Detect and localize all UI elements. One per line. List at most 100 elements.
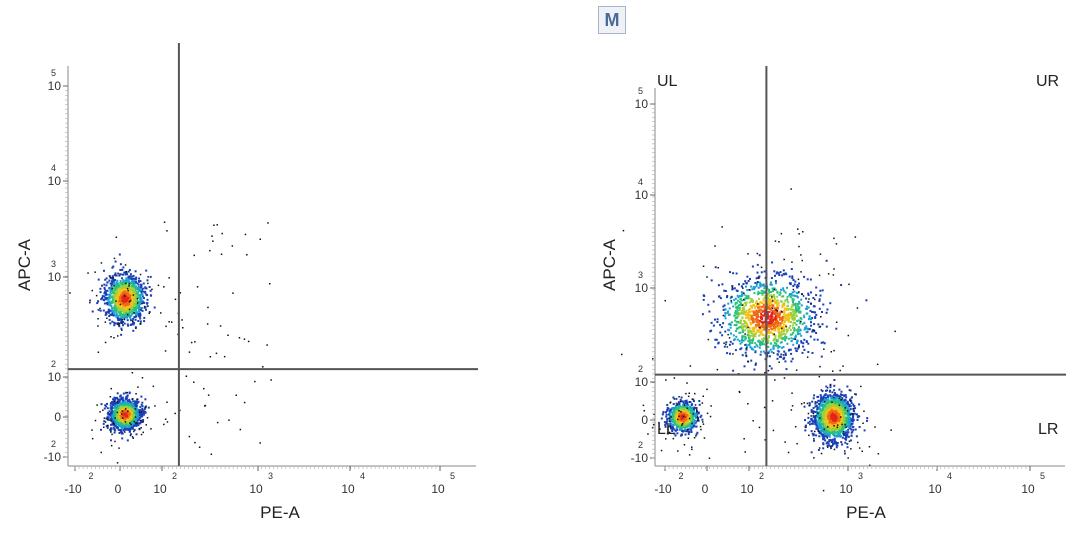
density-point	[814, 311, 817, 314]
density-point	[117, 315, 120, 318]
density-point	[129, 415, 132, 418]
density-point	[740, 299, 743, 302]
density-point	[125, 293, 128, 296]
density-point	[727, 310, 730, 313]
density-point	[114, 301, 117, 304]
density-point	[117, 402, 119, 405]
density-point	[768, 324, 771, 327]
density-point	[783, 350, 786, 353]
density-point	[759, 319, 762, 322]
density-point	[826, 433, 829, 436]
density-point	[121, 314, 124, 317]
density-point	[126, 323, 129, 326]
density-point	[787, 300, 790, 303]
density-point	[714, 338, 717, 341]
density-point	[789, 314, 792, 317]
outlier-point	[94, 271, 96, 273]
density-point	[791, 291, 794, 294]
density-point	[797, 285, 800, 288]
outlier-point	[113, 285, 115, 287]
density-point	[778, 355, 781, 358]
density-point	[748, 310, 750, 313]
density-point	[118, 398, 121, 401]
density-point	[754, 318, 757, 321]
density-point	[775, 282, 777, 285]
outlier-point	[157, 284, 160, 287]
density-point	[806, 307, 809, 310]
density-point	[129, 273, 132, 276]
density-point	[737, 312, 740, 314]
density-point	[118, 418, 121, 421]
density-point	[135, 433, 138, 436]
density-point	[775, 307, 778, 310]
density-point	[132, 288, 135, 291]
density-point	[779, 311, 782, 314]
density-point	[124, 313, 127, 315]
density-point	[774, 280, 777, 283]
density-point	[735, 311, 738, 314]
density-point	[779, 323, 782, 326]
density-point	[133, 284, 136, 287]
density-point	[145, 287, 148, 290]
density-point	[772, 327, 775, 330]
density-point	[826, 308, 829, 311]
density-point	[770, 325, 773, 328]
density-point	[117, 398, 119, 401]
density-point	[132, 410, 135, 413]
x-tick-label: 10	[249, 482, 263, 496]
density-point	[136, 408, 139, 411]
density-point	[128, 301, 131, 304]
density-point	[107, 310, 110, 313]
density-point	[117, 424, 120, 427]
density-point	[122, 313, 125, 316]
x-tick-label: -10	[64, 482, 82, 496]
outlier-point	[745, 355, 748, 358]
y-tick-exponent: 4	[51, 163, 56, 173]
density-point	[146, 279, 149, 282]
density-point	[112, 294, 115, 297]
density-point	[135, 415, 138, 417]
density-point	[120, 290, 123, 293]
density-point	[775, 319, 778, 322]
density-point	[142, 301, 145, 304]
density-point	[122, 422, 125, 425]
density-point	[760, 315, 763, 318]
density-point	[742, 309, 745, 312]
density-point	[793, 290, 796, 293]
density-point	[129, 275, 132, 278]
density-point	[134, 313, 137, 316]
density-point	[737, 314, 740, 317]
density-point	[139, 280, 142, 283]
density-point	[138, 296, 141, 299]
density-point	[101, 295, 104, 298]
density-point	[781, 274, 784, 277]
density-point	[130, 277, 133, 280]
density-point	[133, 428, 136, 431]
density-point	[738, 301, 741, 303]
density-point	[806, 312, 809, 315]
density-point	[757, 306, 759, 309]
density-point	[723, 289, 726, 292]
density-point	[136, 282, 139, 285]
density-point	[124, 286, 127, 289]
density-point	[112, 309, 115, 312]
density-point	[122, 298, 125, 301]
density-point	[115, 418, 118, 421]
density-point	[773, 270, 776, 273]
y-tick-label: 0	[54, 410, 61, 424]
density-point	[125, 398, 128, 401]
density-point	[113, 273, 116, 276]
density-point	[729, 340, 732, 343]
density-point	[738, 283, 740, 286]
density-point	[717, 284, 720, 287]
density-point	[126, 300, 129, 303]
density-point	[780, 330, 783, 333]
density-point	[114, 396, 117, 399]
density-point	[115, 415, 118, 417]
density-point	[784, 324, 787, 327]
marker-button[interactable]: M	[598, 6, 626, 34]
outlier-point	[112, 422, 115, 424]
density-point	[745, 325, 748, 328]
density-point	[796, 331, 799, 334]
density-point	[783, 356, 786, 359]
